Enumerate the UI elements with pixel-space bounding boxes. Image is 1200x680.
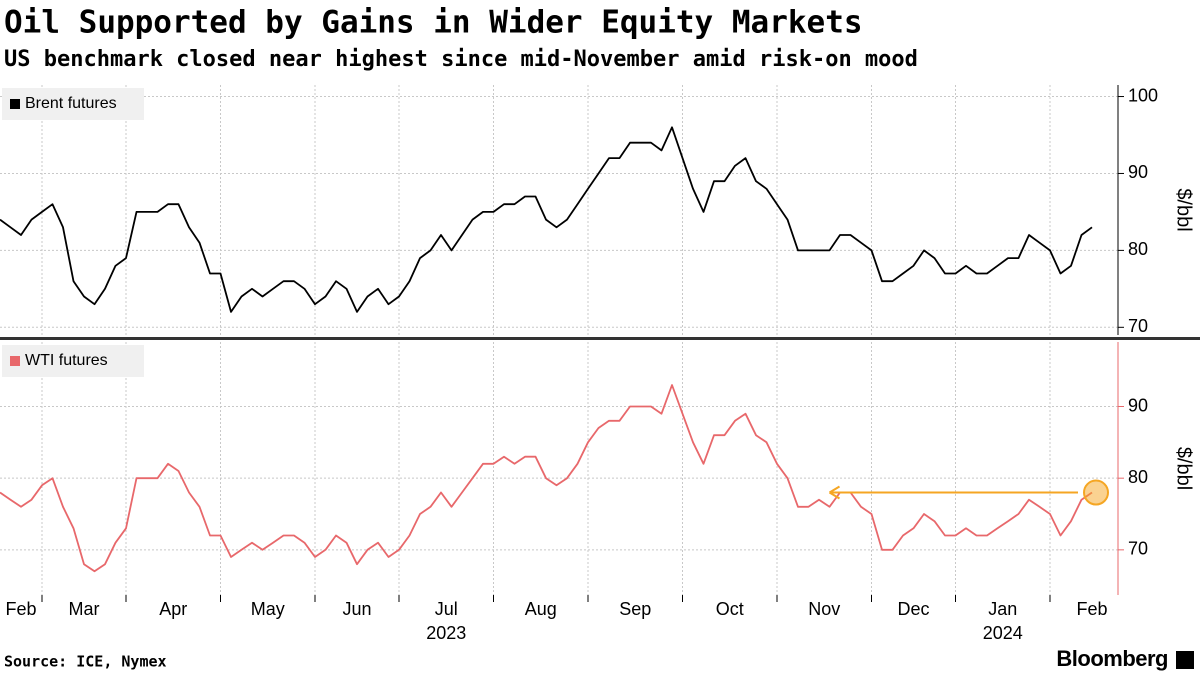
- series-line: [0, 384, 1093, 573]
- x-tick-label: Dec: [897, 599, 929, 619]
- chart-title: Oil Supported by Gains in Wider Equity M…: [4, 5, 863, 41]
- brand-icon: [1176, 651, 1194, 669]
- x-tick-label: Jun: [342, 599, 371, 619]
- y-tick-label: 70: [1128, 316, 1148, 336]
- legend-label: WTI futures: [25, 352, 108, 369]
- y-tick-label: 100: [1128, 85, 1158, 105]
- x-group-label: 2024: [983, 623, 1023, 643]
- x-tick-label: Jan: [988, 599, 1017, 619]
- x-tick-label: Mar: [69, 599, 100, 619]
- y-axis-label: $/bbl: [1173, 188, 1195, 231]
- chart-subtitle: US benchmark closed near highest since m…: [4, 47, 918, 72]
- x-tick-label: Feb: [1076, 599, 1107, 619]
- annotation-circle: [1083, 479, 1109, 506]
- y-tick-label: 90: [1128, 162, 1148, 182]
- x-tick-label: Jul: [435, 599, 458, 619]
- legend-label: Brent futures: [25, 95, 117, 112]
- x-tick-label: Sep: [619, 599, 651, 619]
- y-tick-label: 90: [1128, 395, 1148, 415]
- brand: Bloomberg: [1056, 646, 1168, 671]
- x-tick-label: Apr: [159, 599, 187, 619]
- y-axis-label: $/bbl: [1173, 447, 1195, 490]
- series-line: [0, 126, 1093, 313]
- x-tick-label: Feb: [5, 599, 36, 619]
- x-group-label: 2023: [426, 623, 466, 643]
- x-tick-label: Nov: [808, 599, 840, 619]
- legend-bg: [2, 88, 144, 120]
- x-tick-label: May: [251, 599, 285, 619]
- y-tick-label: 80: [1128, 239, 1148, 259]
- annotation-arrowhead: [828, 485, 841, 500]
- source: Source: ICE, Nymex: [4, 653, 167, 671]
- x-tick-label: Aug: [525, 599, 557, 619]
- y-tick-label: 70: [1128, 539, 1148, 559]
- legend-swatch: [10, 356, 20, 366]
- x-tick-label: Oct: [716, 599, 744, 619]
- legend-swatch: [10, 99, 20, 109]
- y-tick-label: 80: [1128, 467, 1148, 487]
- legend-bg: [2, 345, 144, 377]
